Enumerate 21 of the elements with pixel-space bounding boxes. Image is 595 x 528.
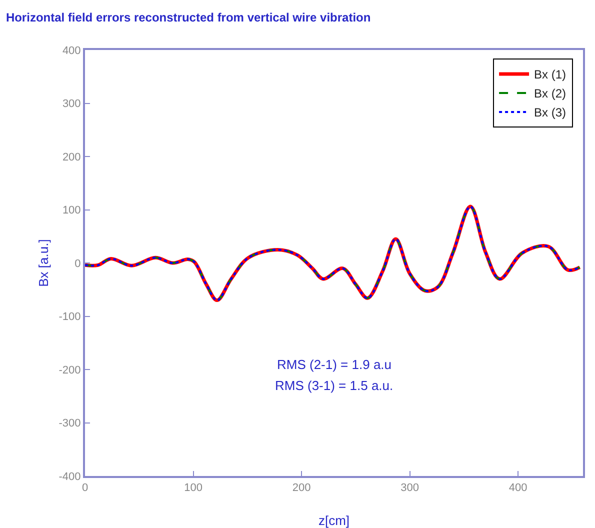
y-tick-label: 0 xyxy=(74,258,81,270)
annotation: RMS (2-1) = 1.9 a.u xyxy=(277,357,392,372)
y-tick-label: 200 xyxy=(62,151,81,164)
x-axis-title: z[cm] xyxy=(318,513,350,528)
annotation: RMS (3-1) = 1.5 a.u. xyxy=(275,378,394,393)
chart-title: Horizontal field errors reconstructed from vertical wire vibration xyxy=(6,10,371,25)
y-tick-label: -200 xyxy=(58,364,81,376)
y-axis-title: Bx [a.u.] xyxy=(36,239,51,287)
y-tick-label: 300 xyxy=(62,98,81,110)
y-tick-label: -300 xyxy=(58,418,81,430)
y-tick-label: 400 xyxy=(62,44,81,57)
y-tick-label: -100 xyxy=(58,311,81,324)
x-tick-label: 100 xyxy=(184,482,202,494)
legend-label: Bx (1) xyxy=(534,68,566,82)
x-tick-label: 300 xyxy=(400,482,419,494)
legend-label: Bx (2) xyxy=(534,86,566,101)
x-tick-label: 200 xyxy=(292,482,311,494)
legend-label: Bx (3) xyxy=(534,106,566,120)
x-tick-label: 400 xyxy=(508,482,528,494)
y-tick-label: -400 xyxy=(58,470,81,483)
y-tick-label: 100 xyxy=(62,204,81,217)
